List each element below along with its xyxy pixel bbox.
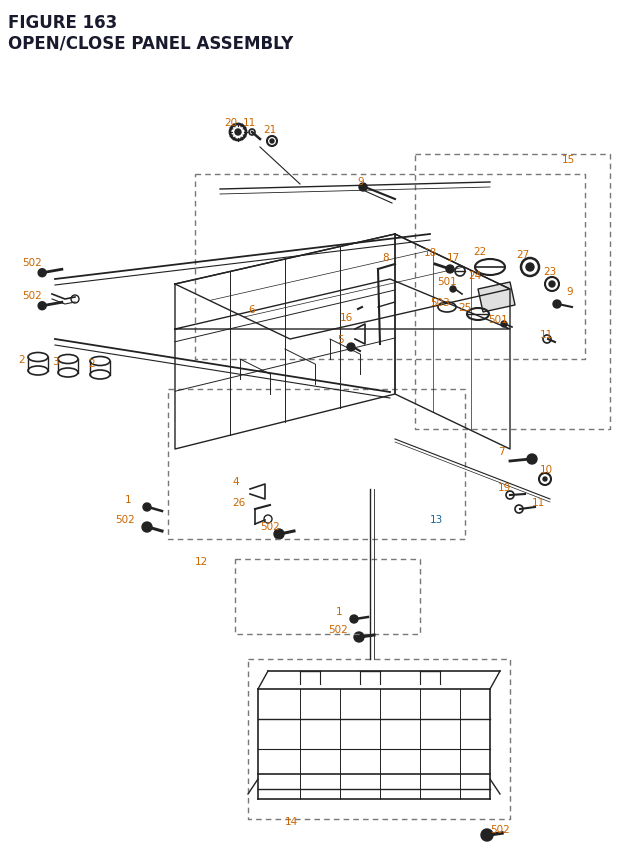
Circle shape — [501, 322, 507, 328]
Text: 502: 502 — [260, 522, 280, 531]
Polygon shape — [478, 282, 515, 313]
Text: FIGURE 163: FIGURE 163 — [8, 14, 117, 32]
Circle shape — [527, 455, 537, 464]
Circle shape — [347, 344, 355, 351]
Text: 502: 502 — [490, 824, 509, 834]
Text: 9: 9 — [566, 287, 573, 297]
Text: 15: 15 — [562, 155, 575, 164]
Text: 14: 14 — [285, 816, 298, 826]
Text: 11: 11 — [532, 498, 545, 507]
Text: 19: 19 — [498, 482, 511, 492]
Text: 502: 502 — [22, 291, 42, 300]
Circle shape — [553, 300, 561, 308]
Text: 4: 4 — [232, 476, 239, 486]
Text: 11: 11 — [243, 118, 256, 127]
Text: 24: 24 — [468, 270, 481, 281]
Circle shape — [38, 302, 46, 310]
Text: 13: 13 — [430, 514, 444, 524]
Text: 2: 2 — [88, 358, 95, 369]
Circle shape — [543, 478, 547, 481]
Text: 502: 502 — [328, 624, 348, 635]
Text: OPEN/CLOSE PANEL ASSEMBLY: OPEN/CLOSE PANEL ASSEMBLY — [8, 34, 293, 52]
Circle shape — [143, 504, 151, 511]
Circle shape — [354, 632, 364, 642]
Text: 1: 1 — [336, 606, 342, 616]
Circle shape — [526, 263, 534, 272]
Text: 25: 25 — [458, 303, 471, 313]
Text: 10: 10 — [540, 464, 553, 474]
Circle shape — [142, 523, 152, 532]
Text: 21: 21 — [263, 125, 276, 135]
Text: 3: 3 — [52, 356, 59, 367]
Text: 8: 8 — [382, 253, 388, 263]
Circle shape — [450, 287, 456, 293]
Text: 502: 502 — [22, 257, 42, 268]
Text: 1: 1 — [125, 494, 132, 505]
Text: 7: 7 — [498, 447, 504, 456]
Text: 9: 9 — [357, 177, 364, 187]
Text: 22: 22 — [473, 247, 486, 257]
Text: 501: 501 — [437, 276, 457, 287]
Text: 503: 503 — [430, 298, 450, 307]
Text: 16: 16 — [340, 313, 353, 323]
Circle shape — [274, 530, 284, 539]
Text: 18: 18 — [424, 248, 437, 257]
Circle shape — [38, 269, 46, 277]
Text: 5: 5 — [337, 335, 344, 344]
Text: 2: 2 — [18, 355, 24, 364]
Text: 17: 17 — [447, 253, 460, 263]
Circle shape — [359, 183, 367, 192]
Text: 27: 27 — [516, 250, 529, 260]
Text: 12: 12 — [195, 556, 208, 567]
Text: 11: 11 — [540, 330, 553, 339]
Circle shape — [270, 139, 274, 144]
Circle shape — [481, 829, 493, 841]
Circle shape — [549, 282, 555, 288]
Text: 26: 26 — [232, 498, 245, 507]
Circle shape — [235, 130, 241, 136]
Text: 6: 6 — [248, 305, 255, 314]
Text: 502: 502 — [115, 514, 135, 524]
Text: 23: 23 — [543, 267, 556, 276]
Text: 20: 20 — [224, 118, 237, 127]
Text: 501: 501 — [488, 314, 508, 325]
Circle shape — [446, 266, 454, 274]
Circle shape — [350, 616, 358, 623]
